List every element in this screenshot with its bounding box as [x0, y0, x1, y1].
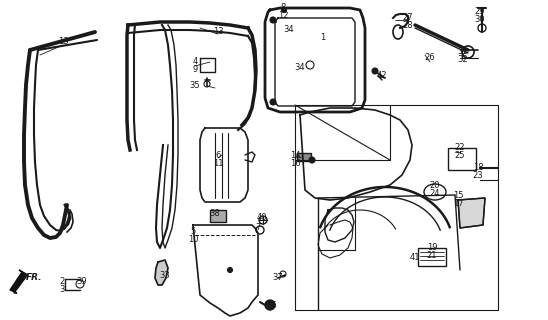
Polygon shape: [155, 260, 168, 285]
Text: FR.: FR.: [26, 273, 43, 282]
Text: 15: 15: [453, 190, 463, 199]
Text: 32: 32: [458, 55, 469, 65]
Text: 39: 39: [77, 277, 87, 286]
Text: 40: 40: [257, 213, 267, 222]
Text: 3: 3: [59, 285, 65, 294]
Text: 24: 24: [430, 188, 440, 197]
Circle shape: [270, 99, 276, 105]
Polygon shape: [458, 198, 485, 228]
Text: 42: 42: [377, 70, 387, 79]
Circle shape: [265, 300, 275, 310]
Text: 34: 34: [284, 26, 294, 35]
Text: 5: 5: [190, 228, 196, 236]
Text: 1: 1: [321, 33, 326, 42]
Text: 6: 6: [215, 150, 221, 159]
Text: 7: 7: [255, 223, 261, 233]
Text: 36: 36: [267, 300, 277, 309]
Text: 34: 34: [295, 62, 305, 71]
Text: 19: 19: [427, 244, 437, 252]
Text: 9: 9: [192, 66, 198, 75]
Text: 31: 31: [458, 47, 469, 57]
Text: 23: 23: [473, 172, 483, 180]
Text: 29: 29: [475, 7, 485, 17]
Circle shape: [227, 268, 232, 273]
Text: 33: 33: [159, 270, 170, 279]
Text: 14: 14: [290, 150, 300, 159]
Text: 37: 37: [272, 274, 283, 283]
Text: 22: 22: [455, 143, 465, 153]
Text: 13: 13: [213, 28, 224, 36]
Text: 12: 12: [278, 12, 288, 20]
Text: 27: 27: [403, 12, 413, 21]
Circle shape: [270, 17, 276, 23]
Text: 41: 41: [410, 253, 420, 262]
Text: 13: 13: [58, 37, 68, 46]
Polygon shape: [10, 270, 28, 293]
Text: 26: 26: [425, 53, 435, 62]
Circle shape: [372, 68, 378, 74]
Text: 35: 35: [190, 81, 201, 90]
Circle shape: [282, 7, 287, 12]
Text: 20: 20: [430, 180, 440, 189]
FancyBboxPatch shape: [210, 210, 226, 222]
Text: 18: 18: [473, 164, 483, 172]
Text: 38: 38: [210, 209, 220, 218]
Text: 16: 16: [290, 158, 300, 167]
Text: 8: 8: [281, 4, 286, 12]
Text: 17: 17: [453, 198, 463, 207]
Circle shape: [309, 157, 315, 163]
FancyBboxPatch shape: [297, 153, 311, 161]
Text: 30: 30: [475, 15, 486, 25]
Text: 21: 21: [427, 252, 437, 260]
Text: 28: 28: [403, 20, 413, 29]
Text: 25: 25: [455, 151, 465, 161]
Text: 10: 10: [188, 236, 198, 244]
Text: 4: 4: [192, 58, 198, 67]
Text: 2: 2: [59, 277, 65, 286]
Text: 11: 11: [213, 158, 223, 167]
